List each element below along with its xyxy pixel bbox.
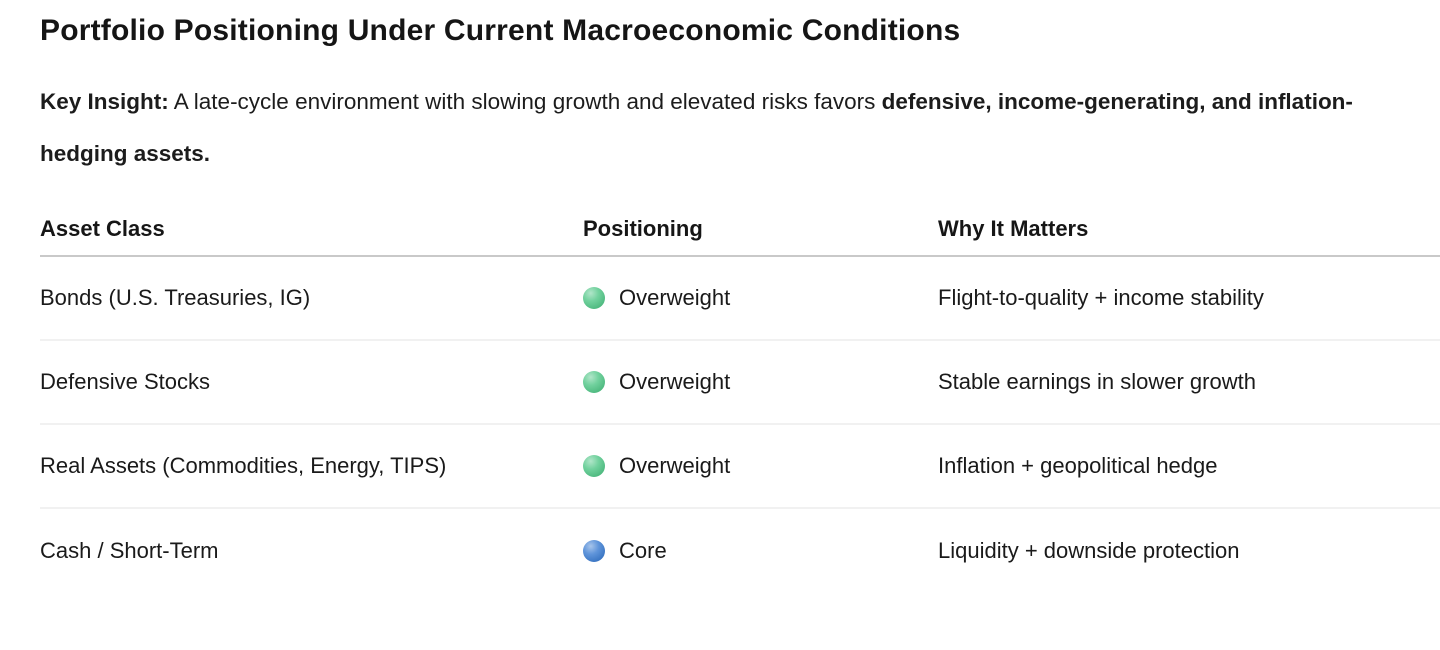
status-dot-icon (583, 370, 605, 393)
positioning-cell: Overweight (583, 369, 938, 395)
why-it-matters-cell: Stable earnings in slower growth (938, 368, 1256, 394)
key-insight-paragraph: Key Insight: A late-cycle environment wi… (40, 76, 1392, 180)
positioning-label: Overweight (619, 284, 731, 310)
asset-positioning-table: Asset Class Positioning Why It Matters B… (40, 203, 1440, 593)
positioning-cell: Core (583, 538, 938, 564)
positioning-cell: Overweight (583, 453, 938, 479)
column-header-asset-class: Asset Class (40, 215, 165, 241)
key-insight-text: A late-cycle environment with slowing gr… (168, 89, 882, 114)
why-it-matters-cell: Liquidity + downside protection (938, 537, 1240, 563)
positioning-label: Core (619, 537, 667, 563)
status-dot-icon (583, 539, 605, 562)
asset-class-cell: Cash / Short-Term (40, 537, 219, 563)
table-row: Defensive Stocks Overweight Stable earni… (40, 341, 1440, 425)
why-it-matters-cell: Inflation + geopolitical hedge (938, 452, 1218, 478)
page-title: Portfolio Positioning Under Current Macr… (40, 14, 961, 47)
positioning-label: Overweight (619, 368, 731, 394)
key-insight-emphasis: defensive, income-generating, and inflat… (40, 89, 1353, 166)
status-dot-icon (583, 286, 605, 309)
column-header-why-it-matters: Why It Matters (938, 215, 1089, 241)
why-it-matters-cell: Flight-to-quality + income stability (938, 284, 1264, 310)
asset-class-cell: Defensive Stocks (40, 368, 210, 394)
table-row: Cash / Short-Term Core Liquidity + downs… (40, 509, 1440, 593)
asset-class-cell: Real Assets (Commodities, Energy, TIPS) (40, 452, 447, 478)
table-header-row: Asset Class Positioning Why It Matters (40, 203, 1440, 257)
status-dot-icon (583, 454, 605, 477)
key-insight-label: Key Insight: (40, 89, 169, 114)
column-header-positioning: Positioning (583, 215, 703, 241)
document-page: Portfolio Positioning Under Current Macr… (40, 14, 1440, 593)
positioning-label: Overweight (619, 452, 731, 478)
table-row: Bonds (U.S. Treasuries, IG) Overweight F… (40, 257, 1440, 341)
asset-class-cell: Bonds (U.S. Treasuries, IG) (40, 284, 311, 310)
table-row: Real Assets (Commodities, Energy, TIPS) … (40, 425, 1440, 509)
positioning-cell: Overweight (583, 285, 938, 311)
